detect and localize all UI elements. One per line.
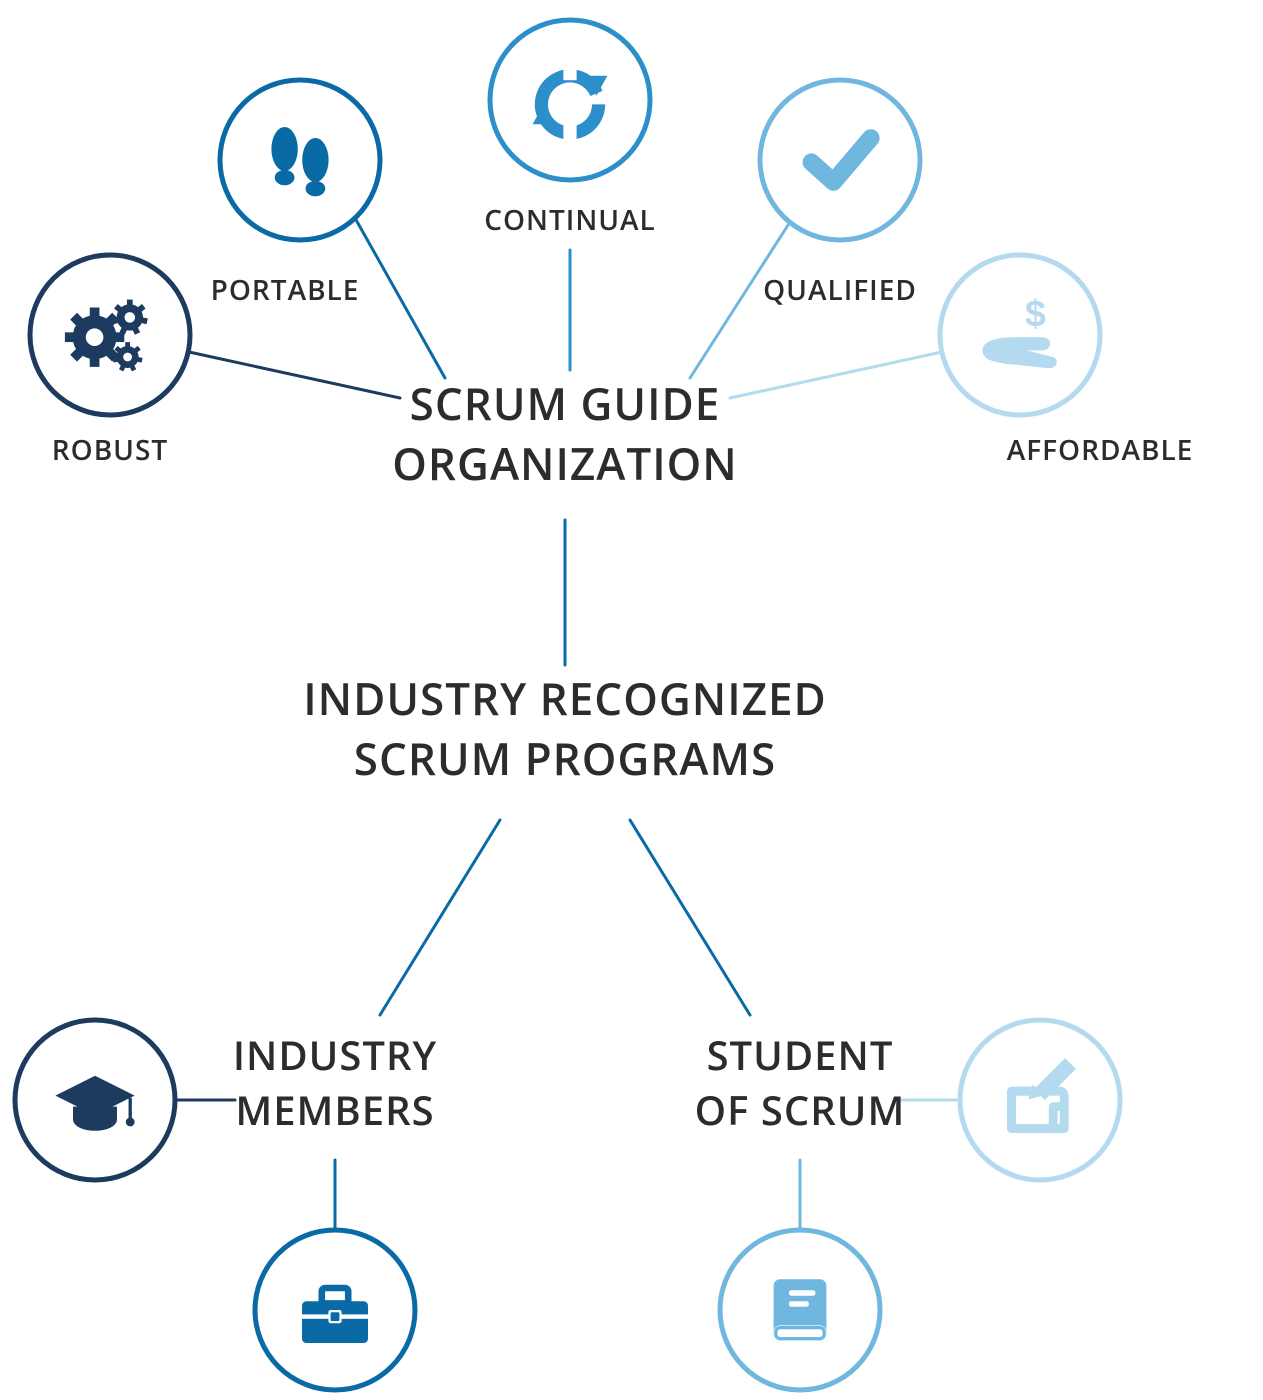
book-icon	[774, 1279, 827, 1341]
node-continual-ring	[490, 20, 650, 180]
title-industry_members-line1: MEMBERS	[235, 1082, 434, 1137]
connector-line	[730, 352, 942, 398]
node-qualified-label: QUALIFIED	[763, 271, 917, 309]
node-book	[720, 1230, 880, 1390]
connector-line	[189, 352, 400, 398]
node-portable-label: PORTABLE	[211, 271, 360, 309]
node-portable-ring	[220, 80, 380, 240]
node-qualified-ring	[760, 80, 920, 240]
node-affordable-label: AFFORDABLE	[1007, 431, 1194, 469]
title-industry_recognized-line0: INDUSTRY RECOGNIZED	[303, 668, 827, 728]
diagram-root: $ ROBUST PORTABLE CONTINUAL QUALIFIED AFFORDA…	[0, 0, 1263, 1400]
node-portable	[220, 80, 380, 240]
title-student_of_scrum-line0: STUDENT	[707, 1027, 894, 1082]
node-continual	[490, 20, 650, 180]
scrum-diagram: $ ROBUST PORTABLE CONTINUAL QUALIFIED AFFORDA…	[0, 0, 1263, 1400]
connector-line	[630, 820, 750, 1015]
title-industry_members-line0: INDUSTRY	[233, 1027, 437, 1082]
title-industry_recognized-line1: SCRUM PROGRAMS	[354, 728, 776, 788]
node-grad	[15, 1020, 175, 1180]
node-robust	[30, 255, 190, 415]
title-scrum_guide-line0: SCRUM GUIDE	[410, 373, 721, 433]
node-edit	[960, 1020, 1120, 1180]
node-affordable: $	[940, 255, 1100, 415]
node-continual-label: CONTINUAL	[484, 201, 656, 239]
node-qualified	[760, 80, 920, 240]
node-briefcase	[255, 1230, 415, 1390]
node-edit-ring	[960, 1020, 1120, 1180]
title-student_of_scrum-line1: OF SCRUM	[695, 1082, 906, 1137]
titles-layer: SCRUM GUIDEORGANIZATION INDUSTRY RECOGNIZ…	[233, 373, 906, 1137]
node-robust-label: ROBUST	[52, 431, 168, 469]
node-affordable-ring	[940, 255, 1100, 415]
connector-line	[380, 820, 500, 1015]
title-scrum_guide-line1: ORGANIZATION	[392, 433, 737, 493]
connector-line	[355, 218, 445, 378]
svg-text:$: $	[1025, 292, 1046, 334]
